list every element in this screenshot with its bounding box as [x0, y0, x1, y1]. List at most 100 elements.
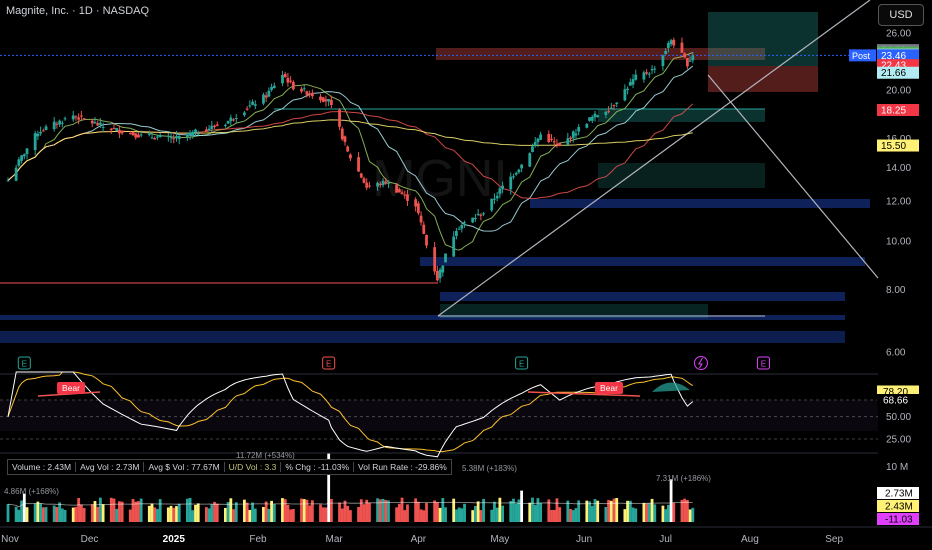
volume-bar — [175, 506, 178, 522]
volume-bar — [647, 503, 651, 522]
candle-body — [120, 130, 124, 134]
candle-body — [609, 107, 613, 109]
volume-bar — [245, 502, 249, 522]
volume-bar — [441, 497, 445, 522]
candle-body — [680, 42, 684, 53]
candle-body — [631, 79, 635, 85]
candle-body — [460, 224, 464, 229]
price-tick-label: 10.00 — [886, 236, 911, 247]
chart-title[interactable]: Magnite, Inc. · 1D · NASDAQ — [6, 5, 150, 17]
candle-body — [547, 133, 551, 143]
candle-body — [650, 69, 654, 71]
volume-bar — [457, 507, 461, 522]
volume-bar — [422, 510, 426, 522]
volume-bar — [36, 501, 40, 522]
candle-body — [329, 99, 333, 105]
candle-body — [647, 73, 651, 75]
post-badge-label: Post — [852, 51, 871, 61]
candle-body — [101, 126, 105, 128]
volume-bar — [357, 507, 360, 522]
candle-body — [400, 192, 404, 195]
candle-body — [493, 198, 496, 200]
up-down-volume-stat: U/D Vol : 3.3 — [225, 462, 282, 472]
candle-body — [444, 253, 447, 263]
candle-body — [196, 133, 200, 135]
volume-bar — [188, 497, 192, 522]
candle-body — [319, 96, 322, 101]
candle-body — [645, 72, 649, 74]
rsi-badge-label: 68.66 — [883, 396, 908, 407]
candle-body — [166, 135, 170, 137]
volume-pane[interactable]: 11.72M (+534%) 4.86M (+168%) 7.31M (+186%)… — [4, 451, 711, 522]
volume-bar — [156, 509, 159, 522]
candle-body — [441, 265, 445, 273]
candle-body — [378, 183, 382, 185]
price-axis[interactable]: 26.0020.0016.0014.0012.0010.008.006.0024… — [849, 29, 919, 526]
volume-bar — [403, 510, 407, 522]
volume-bar — [433, 500, 437, 522]
candle-body — [338, 109, 341, 127]
candle-body — [585, 123, 589, 128]
volume-bar — [226, 502, 230, 522]
volume-bar — [131, 498, 135, 522]
volume-badge — [877, 500, 919, 512]
volume-bar — [406, 504, 409, 522]
volume-bar — [41, 507, 45, 522]
volume-bar — [349, 510, 352, 522]
candle-body — [340, 128, 344, 140]
candle-body — [669, 40, 673, 45]
volume-bar — [321, 507, 325, 522]
candle-body — [251, 101, 254, 105]
candle-body — [577, 127, 581, 132]
candle-body — [520, 164, 524, 169]
rsi-line — [7, 371, 694, 458]
candle-body — [471, 217, 475, 223]
candle-body — [590, 116, 594, 121]
volume-bar — [509, 501, 513, 522]
candle-body — [552, 141, 556, 143]
volume-bar — [248, 509, 252, 522]
volume-bar — [666, 504, 670, 522]
candle-body — [490, 198, 494, 211]
avg-volume-stat: Avg Vol : 2.73M — [76, 462, 145, 472]
volume-bar — [566, 500, 570, 522]
volume-bar — [650, 498, 654, 522]
time-axis[interactable]: Nov Dec 2025 Feb Mar Apr May Jun Jul Aug Sep — [0, 526, 932, 545]
trend-lines[interactable] — [437, 0, 879, 317]
rsi-pane[interactable]: Bear Bear — [0, 371, 878, 458]
currency-button[interactable]: USD — [878, 4, 924, 26]
volume-bar — [340, 508, 344, 522]
candle-body — [550, 138, 553, 140]
candle-body — [479, 214, 483, 216]
volume-bar — [6, 504, 10, 522]
volume-badge — [877, 513, 919, 525]
candle-body — [498, 188, 502, 194]
candle-body — [362, 178, 366, 183]
time-tick-label: Jul — [659, 534, 672, 545]
bear-label: Bear — [62, 383, 80, 393]
candlesticks[interactable] — [6, 37, 695, 283]
volume-bar — [672, 502, 676, 522]
candle-body — [555, 143, 559, 145]
candle-body — [397, 189, 401, 193]
volume-bar — [153, 507, 157, 522]
candle-body — [194, 129, 197, 133]
price-zone — [530, 199, 870, 208]
volume-bar — [520, 490, 524, 522]
volume-bar — [476, 501, 480, 522]
candle-body — [63, 118, 67, 120]
candle-body — [74, 116, 78, 118]
candle-body — [79, 115, 83, 117]
candle-body — [310, 92, 314, 97]
volume-bar — [359, 499, 363, 522]
candle-body — [234, 118, 238, 120]
time-tick-label: Nov — [1, 534, 19, 545]
volume-bar — [128, 509, 132, 522]
volume-bar — [319, 504, 322, 522]
candle-body — [419, 215, 423, 223]
volume-bar — [558, 507, 562, 522]
candle-body — [512, 176, 515, 178]
volume-bar — [362, 504, 366, 522]
